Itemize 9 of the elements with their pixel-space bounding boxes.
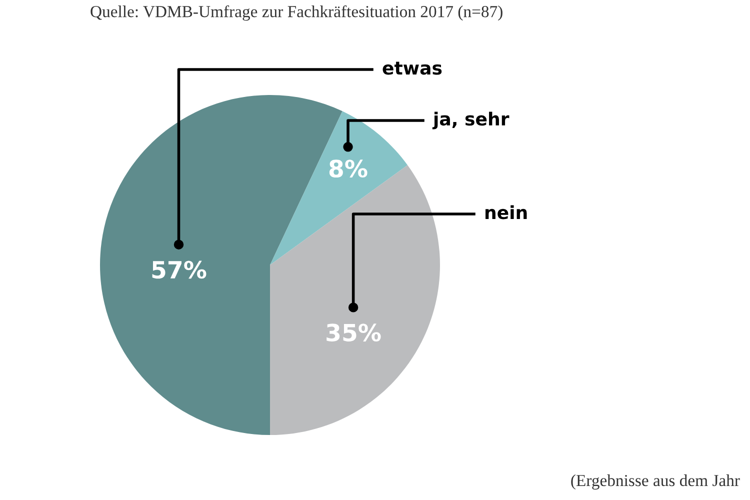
slice-label: ja, sehr: [432, 112, 510, 130]
source-note: Quelle: VDMB-Umfrage zur Fachkräftesituation 2017 (n=87): [90, 5, 502, 21]
slice-label: nein: [486, 205, 527, 220]
pie-slice: [270, 111, 408, 265]
data-label: 57%: [152, 260, 206, 279]
data-label: 35%: [326, 324, 381, 342]
data-label: 8%: [329, 160, 368, 178]
text: (Ergebnisse aus dem Jahr: [571, 474, 740, 490]
slice-label: etwas: [382, 62, 442, 75]
